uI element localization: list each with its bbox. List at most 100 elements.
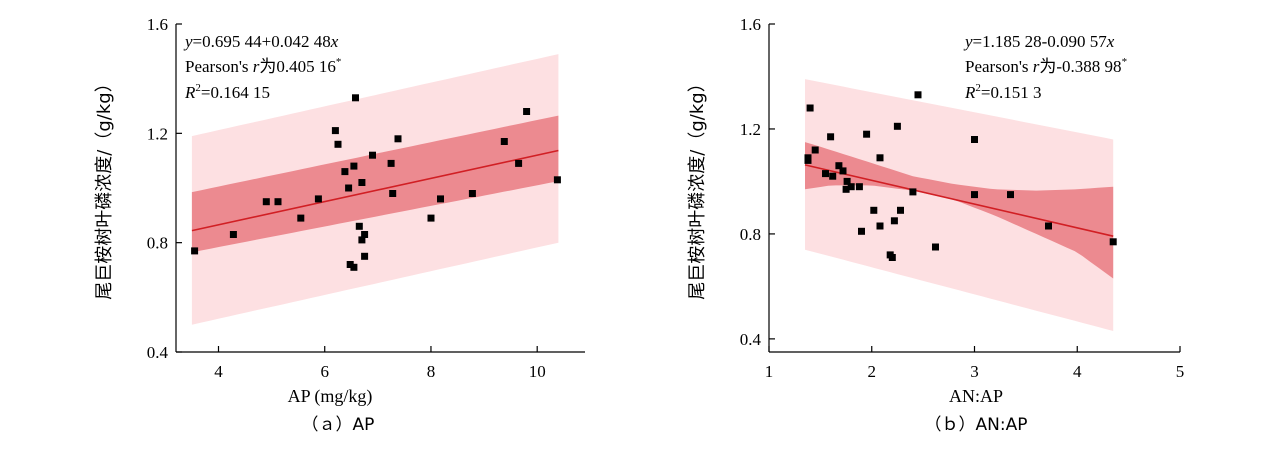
panel-a-data-point	[358, 179, 366, 186]
panel-a-data-point	[191, 247, 199, 255]
panel-b-ticks: 1 2 3 4 5 0.4 0.8 1.2 1.6	[740, 15, 1185, 381]
panel-b-data-point	[897, 206, 904, 214]
panel-a-data-point	[341, 168, 349, 176]
panel-a-y-tick-label: 1.6	[147, 15, 168, 34]
panel-b-data-point	[811, 146, 819, 154]
panel-a-data-point	[274, 198, 282, 206]
panel-b-y-tick-label: 1.2	[740, 120, 761, 139]
panel-a-fit	[191, 149, 559, 232]
panel-b-points	[804, 91, 1117, 261]
panel-a-caption: （ａ）AP	[302, 415, 375, 435]
panel-a-points	[191, 94, 561, 271]
panel-a-data-point	[350, 162, 358, 170]
panel-a-bands	[191, 54, 559, 325]
panel-b-data-point	[839, 167, 847, 175]
panel-b-x-tick-label: 3	[970, 362, 979, 381]
panel-b-data-point	[827, 133, 835, 141]
panel-b-y-tick-label: 0.4	[740, 330, 762, 349]
panel-b-y-tick-label: 0.8	[740, 225, 761, 244]
panel-a-xlabel: AP (mg/kg)	[288, 386, 373, 407]
panel-a-data-point	[358, 236, 366, 244]
panel-a-data-point	[334, 140, 342, 148]
panel-a-data-point	[229, 231, 237, 238]
panel-a-data-point	[500, 138, 508, 145]
panel-a-data-point	[523, 108, 531, 115]
panel-a-x-tick-label: 10	[529, 362, 546, 381]
panel-b-data-point	[971, 136, 978, 143]
panel-b-data-point	[971, 191, 978, 199]
panel-a-data-point	[427, 214, 435, 222]
panel-a-ticks: 4 6 8 10 0.4 0.8 1.2 1.6	[147, 15, 546, 381]
panel-b-prediction-band	[805, 79, 1114, 331]
panel-a-data-point	[389, 190, 397, 197]
panel-a-data-point	[361, 252, 369, 260]
panel-b-x-tick-label: 4	[1073, 362, 1082, 381]
panel-b-r2: R2=0.151 3	[964, 82, 1041, 102]
panel-b-equation: y=1.185 28-0.090 57x	[963, 32, 1115, 51]
panel-b-data-point	[876, 222, 884, 230]
panel-b-data-point	[909, 188, 917, 196]
panel-a-ylabel: 尾巨桉树叶磷浓度/（g/kg）	[94, 74, 115, 299]
panel-a: 4 6 8 10 0.4 0.8 1.2 1.6 y=0.695 44+0.042 48x P…	[94, 15, 585, 435]
panel-b-fit	[804, 164, 1114, 237]
panel-a-data-point	[515, 159, 523, 167]
panel-b-data-point	[835, 162, 843, 170]
panel-a-data-point	[468, 190, 476, 197]
panel-a-data-point	[331, 127, 339, 135]
panel-a-data-point	[345, 184, 353, 192]
panel-a-data-point	[346, 261, 354, 268]
panel-a-x-tick-label: 8	[427, 362, 436, 381]
panel-a-y-tick-label: 0.8	[147, 234, 168, 253]
panel-a-data-point	[369, 151, 376, 159]
panel-a-data-point	[350, 263, 358, 271]
panel-b-xlabel: AN:AP	[949, 386, 1003, 406]
panel-b-data-point	[822, 170, 829, 178]
panel-b-data-point	[932, 243, 939, 251]
panel-b-data-point	[858, 227, 865, 235]
panel-b-data-point	[806, 104, 814, 112]
panel-b-data-point	[870, 206, 878, 214]
panel-a-y-tick-label: 0.4	[147, 343, 169, 362]
panel-a-data-point	[355, 222, 363, 230]
panel-a-x-tick-label: 4	[214, 362, 223, 381]
panel-b-confidence-band	[805, 142, 1114, 279]
panel-b-data-point	[847, 183, 855, 191]
panel-a-regression-line	[191, 149, 559, 232]
panel-b-bands	[805, 79, 1114, 331]
panel-b-data-point	[888, 254, 896, 261]
panel-b-data-point	[804, 156, 812, 164]
panel-b-data-point	[863, 130, 871, 138]
panel-a-equation: y=0.695 44+0.042 48x	[183, 32, 339, 51]
panel-a-data-point	[437, 195, 444, 203]
panel-b-data-point	[829, 172, 837, 180]
panel-b-data-point	[893, 122, 901, 130]
panel-a-data-point	[262, 198, 270, 206]
panel-a-data-point	[394, 135, 402, 143]
panel-a-pearson: Pearson's r为0.405 16*	[185, 56, 341, 76]
panel-a-data-point	[361, 231, 369, 238]
panel-b-y-tick-label: 1.6	[740, 15, 761, 34]
panel-b-data-point	[914, 91, 922, 99]
panel-b-data-point	[1007, 191, 1014, 199]
panel-b-data-point	[843, 177, 851, 185]
panel-b-data-point	[842, 185, 850, 193]
panel-b: 1 2 3 4 5 0.4 0.8 1.2 1.6 y=1.185 28-0.090 57x P…	[687, 15, 1184, 435]
panel-a-data-point	[297, 214, 305, 222]
panel-a-data-point	[352, 94, 359, 102]
panel-a-y-tick-label: 1.2	[147, 124, 168, 143]
panel-b-regression-line	[804, 164, 1114, 237]
panel-b-ylabel: 尾巨桉树叶磷浓度/（g/kg）	[687, 74, 708, 299]
panel-b-x-tick-label: 5	[1176, 362, 1185, 381]
panel-b-pearson: Pearson's r为-0.388 98*	[965, 56, 1127, 76]
panel-b-x-tick-label: 2	[868, 362, 877, 381]
panel-a-axes	[175, 24, 585, 353]
panel-a-data-point	[387, 159, 395, 167]
panel-a-data-point	[314, 195, 322, 203]
panel-b-data-point	[876, 154, 884, 162]
panel-a-x-tick-label: 6	[320, 362, 329, 381]
panel-b-caption: （ｂ）AN:AP	[925, 415, 1028, 435]
panel-b-data-point	[855, 183, 863, 191]
panel-b-data-point	[1109, 238, 1117, 246]
panel-a-confidence-band	[191, 115, 559, 253]
